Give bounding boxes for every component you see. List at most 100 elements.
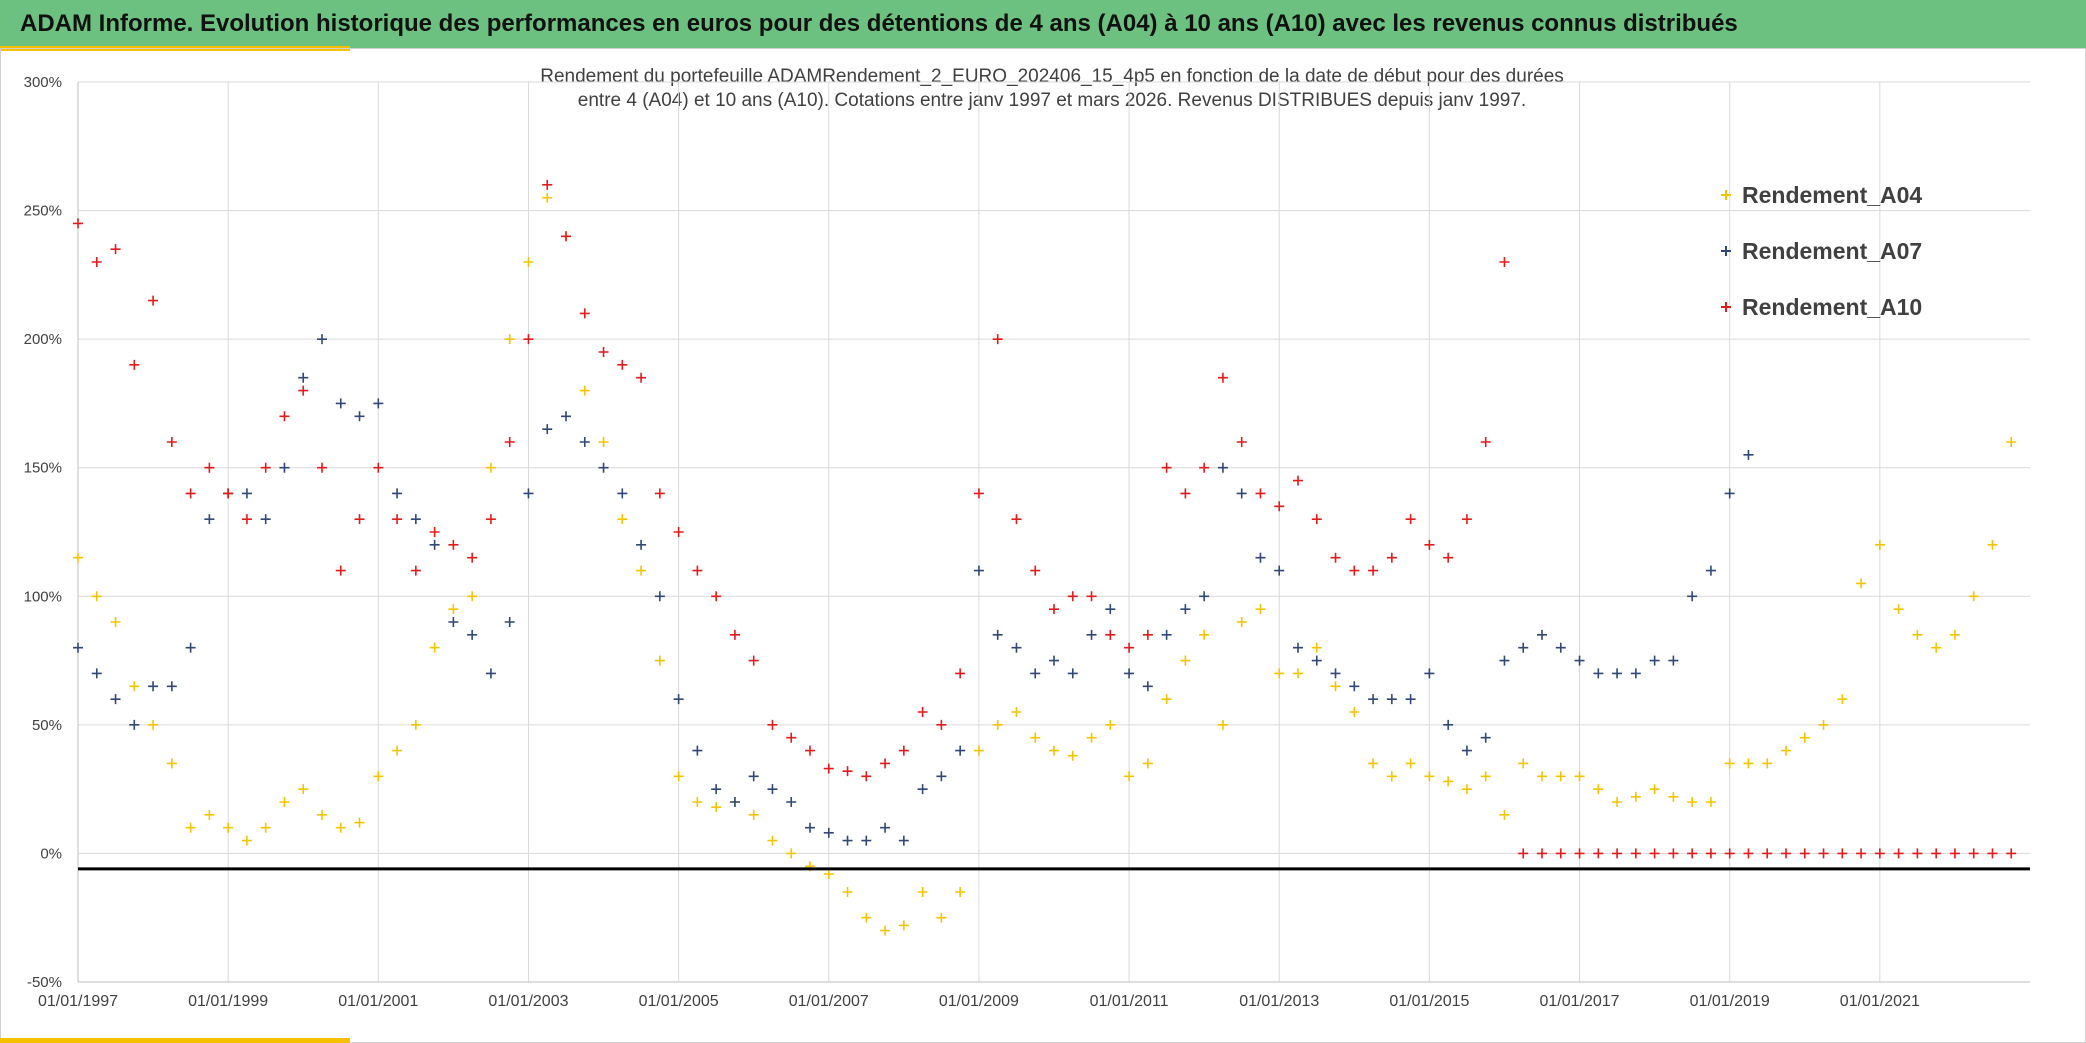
data-point [1086,629,1097,640]
data-point [1067,668,1078,679]
data-point [561,231,571,242]
data-point [786,797,797,807]
data-point [523,488,534,499]
report-banner: ADAM Informe. Evolution historique des p… [0,0,2086,48]
data-point [1199,629,1210,640]
data-point [729,629,740,640]
data-point [1799,848,1810,859]
data-point [561,411,571,422]
data-point [1743,848,1754,859]
data-point [1311,642,1322,653]
data-point [392,488,403,499]
data-point [861,835,872,846]
x-tick-label: 01/01/2011 [1090,993,1169,1010]
chart-title-line2: entre 4 (A04) et 10 ans (A10). Cotations… [578,90,1526,111]
data-point [1593,848,1604,859]
legend-label: Rendement_A10 [1742,294,1922,320]
data-point [1555,771,1566,782]
data-point [1236,488,1247,499]
data-point [786,732,797,743]
x-tick-label: 01/01/2015 [1389,993,1469,1010]
data-point [617,514,628,525]
data-point [1386,552,1397,563]
data-point [1161,629,1172,640]
data-point [241,488,252,499]
data-point [2006,437,2017,447]
data-point [354,817,365,828]
data-point [823,869,834,879]
data-point [673,771,684,782]
data-point [692,797,703,807]
data-point [1199,462,1210,473]
data-point [1180,655,1191,666]
data-point [1574,848,1585,859]
data-point [1424,771,1435,782]
y-axis: -50% 0% 50% 100% 150% 200% 250% 300% [24,74,79,991]
data-point [1968,848,1979,859]
data-point [448,617,459,627]
data-point [1255,604,1266,615]
data-point [748,771,759,782]
data-point [1743,758,1754,769]
scatter-chart: Rendement du portefeuille ADAMRendement_… [24,66,2030,1010]
data-point [767,835,778,846]
data-point [504,437,515,447]
data-point [692,565,703,576]
data-point [579,437,590,447]
data-point [1687,591,1698,602]
data-point [1931,642,1942,653]
data-point [861,771,872,782]
data-point [467,591,478,602]
data-point [1330,552,1341,563]
data-point [992,719,1003,730]
data-point [1030,668,1041,679]
data-point [204,809,215,820]
data-point [185,822,196,833]
data-point [91,257,102,267]
data-point [373,398,384,409]
data-point [1537,848,1547,859]
data-point [373,771,384,782]
data-point [1762,848,1773,859]
data-point [1386,771,1397,782]
data-point [1180,488,1191,499]
data-point [617,359,628,370]
data-point [204,514,215,525]
data-point [1105,604,1116,615]
data-point [936,719,947,730]
data-point [1011,514,1022,525]
data-point [1856,578,1867,589]
data-point [467,552,478,563]
data-point [1086,591,1097,602]
data-point [917,784,928,795]
x-tick-label: 01/01/2007 [789,993,869,1010]
data-point [1293,668,1303,679]
data-point [1274,668,1285,679]
legend: Rendement_A04 Rendement_A07 Rendement_A10 [1721,182,1922,320]
data-point [1311,655,1322,666]
data-point [1330,668,1341,679]
data-point [654,591,665,602]
data-point [1142,681,1153,692]
data-point [392,514,403,525]
data-point [542,179,553,190]
data-point [1368,694,1379,705]
data-point [1405,758,1416,769]
data-point [880,822,891,833]
data-point [1386,694,1397,705]
data-points [73,179,2017,936]
data-point [1274,565,1285,576]
data-point [767,719,778,730]
data-point [1030,565,1041,576]
data-point [880,925,891,936]
data-point [805,745,815,756]
data-point [148,295,159,306]
data-point [335,822,346,833]
data-point [1499,655,1510,666]
data-point [166,681,177,692]
legend-marker [1721,190,1731,200]
data-point [298,385,309,396]
data-point [1217,372,1228,383]
data-point [898,920,909,931]
x-tick-label: 01/01/2021 [1840,993,1920,1010]
